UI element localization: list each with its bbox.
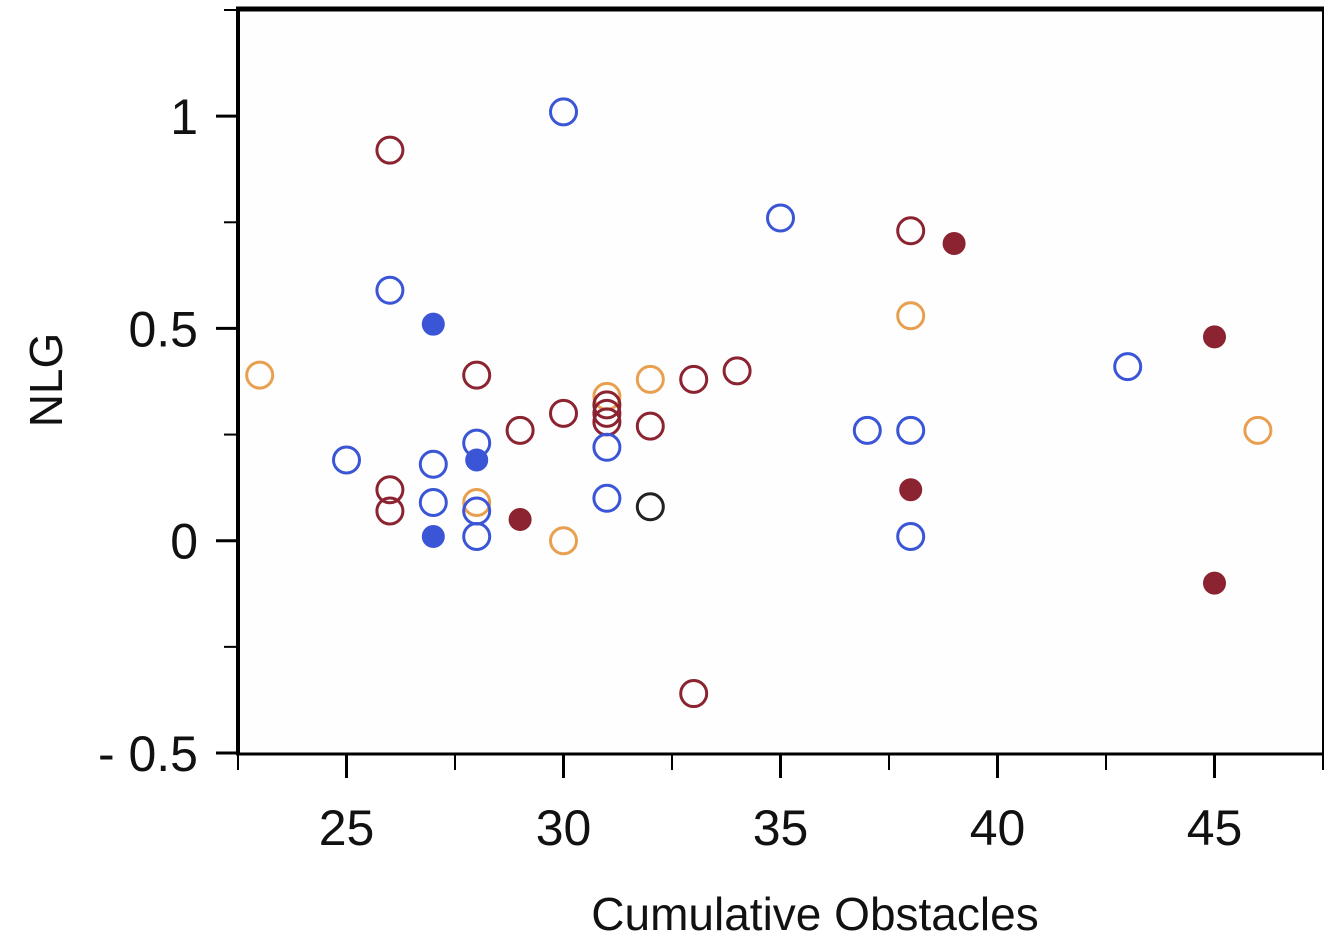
data-point-open — [462, 360, 492, 390]
data-point-open — [722, 356, 752, 386]
data-point-open — [896, 521, 926, 551]
data-point-open — [418, 488, 448, 518]
data-point-filled — [465, 448, 489, 472]
data-point-filled — [942, 232, 966, 256]
y-tick-label: - 0.5 — [98, 726, 198, 782]
data-point-filled — [899, 478, 923, 502]
data-point-open — [332, 445, 361, 475]
data-point-open — [462, 521, 492, 551]
data-point-open — [505, 415, 535, 445]
data-point-filled — [1203, 325, 1226, 349]
data-point-open — [635, 364, 665, 394]
data-point-open — [418, 449, 448, 479]
x-tick-label: 25 — [319, 800, 375, 856]
data-point-open — [679, 364, 709, 394]
data-point-open — [896, 415, 926, 445]
data-point-open — [1243, 415, 1273, 445]
data-point-filled — [421, 312, 445, 336]
y-tick-label: 1 — [170, 89, 198, 145]
data-point-open — [679, 679, 709, 709]
data-point-open — [896, 216, 926, 246]
data-point-open — [766, 203, 795, 233]
data-point-open — [592, 398, 622, 428]
data-point-open — [375, 475, 405, 505]
data-point-open — [635, 411, 665, 441]
y-tick-label: 0 — [170, 514, 198, 570]
data-point-open — [245, 360, 275, 390]
y-axis-title: NLG — [20, 333, 72, 428]
y-tick-label: 0.5 — [128, 301, 198, 357]
x-tick-label: 30 — [536, 800, 592, 856]
axis-ticks — [216, 9, 1324, 778]
data-point-open — [549, 398, 578, 428]
x-axis-title: Cumulative Obstacles — [591, 888, 1038, 940]
data-point-open — [549, 526, 578, 556]
data-point-open — [375, 275, 405, 305]
x-tick-label: 45 — [1187, 800, 1243, 856]
data-point-open — [1113, 352, 1143, 382]
x-tick-label: 35 — [753, 800, 809, 856]
data-point-open — [375, 135, 405, 165]
data-point-open — [549, 97, 578, 127]
data-point-open — [635, 492, 665, 522]
data-point-open — [375, 496, 405, 526]
data-point-open — [592, 390, 622, 420]
data-point-open — [852, 415, 882, 445]
tick-labels: 25 30 35 40 45 1 0.5 0 - 0.5 — [98, 89, 1242, 856]
data-point-open — [592, 483, 622, 513]
plot-area — [238, 10, 1323, 753]
data-point-filled — [1203, 571, 1226, 595]
data-point-filled — [508, 507, 532, 531]
data-point-open — [462, 488, 492, 518]
data-point-open — [592, 432, 622, 462]
x-tick-label: 40 — [970, 800, 1026, 856]
data-point-filled — [421, 524, 445, 548]
data-points — [245, 97, 1273, 709]
data-point-open — [896, 301, 926, 331]
